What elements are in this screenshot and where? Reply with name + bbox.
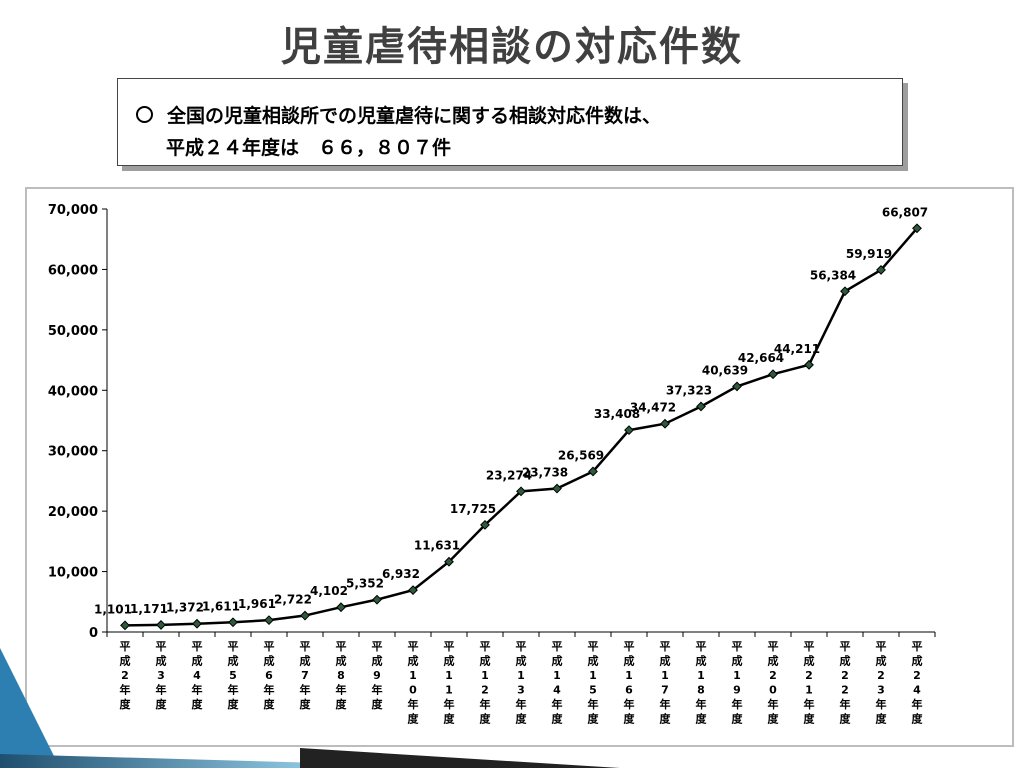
y-tick-label: 40,000 <box>48 384 98 399</box>
x-tick-label: 平成 1 2 年度 <box>480 640 492 726</box>
y-tick-label: 20,000 <box>48 505 98 520</box>
x-tick-label: 平成 7 年度 <box>300 640 312 711</box>
x-tick-label: 平成 2 4 年度 <box>912 640 924 726</box>
data-point-marker <box>156 620 166 630</box>
data-label: 40,639 <box>702 363 748 377</box>
y-tick-label: 0 <box>89 626 98 641</box>
data-label: 23,738 <box>522 466 568 480</box>
data-point-marker <box>840 286 850 297</box>
callout-text-1: 全国の児童相談所での児童虐待に関する相談対応件数は、 <box>167 105 662 127</box>
data-point-marker <box>516 486 526 497</box>
data-label: 42,664 <box>738 351 784 365</box>
data-label: 11,631 <box>414 539 460 553</box>
data-point-marker <box>768 369 778 380</box>
data-label: 23,274 <box>486 468 532 482</box>
x-tick-label: 平成 1 9 年度 <box>732 640 744 726</box>
series-line <box>124 227 918 627</box>
data-label: 56,384 <box>810 268 856 282</box>
data-label: 26,569 <box>558 448 604 462</box>
x-tick-label: 平成 9 年度 <box>372 640 384 711</box>
data-label: 1,961 <box>238 597 276 611</box>
data-point-marker <box>444 556 454 567</box>
chart-frame: 0 10,000 20,000 30,000 40,000 50,000 60,000 70,… <box>25 187 1014 747</box>
x-tick-label: 平成 1 1 年度 <box>444 640 456 726</box>
x-tick-label: 平成 1 0 年度 <box>408 640 420 726</box>
x-tick-label: 平成 1 8 年度 <box>696 640 708 726</box>
x-tick-label: 平成 1 6 年度 <box>624 640 636 726</box>
data-label: 37,323 <box>666 383 712 397</box>
data-point-marker <box>228 617 238 628</box>
x-tick-label: 平成 2 0 年度 <box>768 640 780 726</box>
data-point-marker <box>660 418 670 429</box>
data-point-marker <box>264 615 274 626</box>
data-point-marker <box>336 602 346 613</box>
slide-title: 児童虐待相談の対応件数 <box>281 24 743 70</box>
y-tick-label: 30,000 <box>48 445 98 460</box>
x-tick-label: 平成 5 年度 <box>228 640 240 711</box>
data-label: 59,919 <box>846 247 892 261</box>
data-label: 33,408 <box>594 407 640 421</box>
data-label: 17,725 <box>450 502 496 516</box>
x-tick-label: 平成 2 1 年度 <box>804 640 816 726</box>
callout-text-2: 平成２４年度は ６６，８０７件 <box>166 137 452 159</box>
y-tick-label: 70,000 <box>48 203 98 218</box>
x-tick-label: 平成 1 3 年度 <box>516 640 528 726</box>
x-tick-label: 平成 4 年度 <box>192 640 204 711</box>
data-point-marker <box>192 618 202 629</box>
data-point-marker <box>732 381 742 392</box>
data-point-marker <box>804 359 814 370</box>
x-tick-label: 平成 8 年度 <box>336 640 348 711</box>
x-tick-label: 平成 3 年度 <box>156 640 168 711</box>
data-label: 1,611 <box>202 599 240 613</box>
x-tick-label: 平成 1 4 年度 <box>552 640 564 726</box>
x-tick-label: 平成 6 年度 <box>264 640 276 711</box>
data-label: 34,472 <box>630 401 676 415</box>
x-tick-label: 平成 2 年度 <box>120 640 132 711</box>
x-tick-label: 平成 1 5 年度 <box>588 640 600 726</box>
data-point-marker <box>912 223 922 234</box>
x-tick-label: 平成 2 3 年度 <box>876 640 888 726</box>
y-tick-label: 10,000 <box>48 566 98 581</box>
y-tick-label: 50,000 <box>48 324 98 339</box>
callout-line-1: 全国の児童相談所での児童虐待に関する相談対応件数は、 <box>136 101 661 128</box>
data-label: 5,352 <box>346 577 384 591</box>
data-point-marker <box>696 401 706 412</box>
summary-callout: 全国の児童相談所での児童虐待に関する相談対応件数は、 平成２４年度は ６６，８０… <box>117 78 903 166</box>
data-point-marker <box>480 519 490 530</box>
data-label: 44,211 <box>774 342 820 356</box>
data-point-marker <box>552 483 562 494</box>
data-label: 1,171 <box>130 602 168 616</box>
decorative-dark-bar <box>300 748 620 768</box>
decorative-corner <box>0 648 60 768</box>
x-tick-label: 平成 2 2 年度 <box>840 640 852 726</box>
y-tick-label: 60,000 <box>48 263 98 278</box>
data-point-marker <box>588 466 598 477</box>
data-label: 1,372 <box>166 601 204 615</box>
data-label: 2,722 <box>274 593 312 607</box>
data-point-marker <box>876 265 886 275</box>
data-point-marker <box>624 425 634 436</box>
data-point-marker <box>372 594 382 605</box>
data-point-marker <box>408 585 418 596</box>
data-label: 66,807 <box>882 205 928 219</box>
circle-bullet-icon <box>136 106 153 123</box>
x-tick-label: 平成 1 7 年度 <box>660 640 672 726</box>
data-label: 4,102 <box>310 584 348 598</box>
data-label: 1,101 <box>94 602 132 616</box>
data-point-marker <box>120 620 130 631</box>
data-point-marker <box>300 610 310 621</box>
data-label: 6,932 <box>382 567 420 581</box>
line-chart: 0 10,000 20,000 30,000 40,000 50,000 60,000 70,… <box>48 203 936 726</box>
